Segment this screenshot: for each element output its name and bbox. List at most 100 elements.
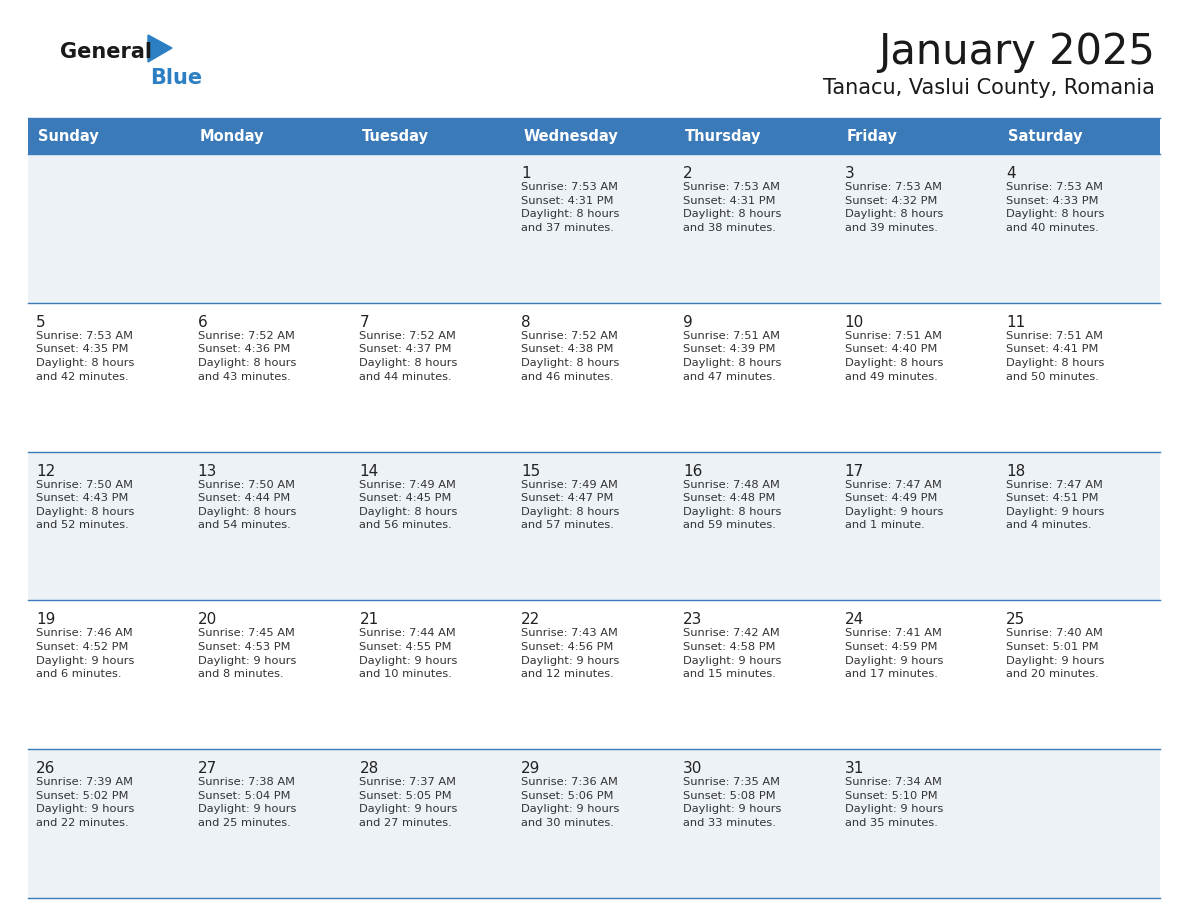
Bar bbox=[675, 600, 836, 749]
Text: Sunrise: 7:42 AM
Sunset: 4:58 PM
Daylight: 9 hours
and 15 minutes.: Sunrise: 7:42 AM Sunset: 4:58 PM Dayligh… bbox=[683, 629, 782, 679]
Text: Sunrise: 7:51 AM
Sunset: 4:41 PM
Daylight: 8 hours
and 50 minutes.: Sunrise: 7:51 AM Sunset: 4:41 PM Dayligh… bbox=[1006, 330, 1105, 382]
Text: Sunrise: 7:43 AM
Sunset: 4:56 PM
Daylight: 9 hours
and 12 minutes.: Sunrise: 7:43 AM Sunset: 4:56 PM Dayligh… bbox=[522, 629, 619, 679]
Text: Sunrise: 7:49 AM
Sunset: 4:45 PM
Daylight: 8 hours
and 56 minutes.: Sunrise: 7:49 AM Sunset: 4:45 PM Dayligh… bbox=[360, 479, 457, 531]
Text: 23: 23 bbox=[683, 612, 702, 627]
Bar bbox=[352, 749, 513, 898]
Bar bbox=[836, 303, 998, 452]
Bar bbox=[352, 154, 513, 303]
Text: 11: 11 bbox=[1006, 315, 1025, 330]
Text: Sunrise: 7:52 AM
Sunset: 4:36 PM
Daylight: 8 hours
and 43 minutes.: Sunrise: 7:52 AM Sunset: 4:36 PM Dayligh… bbox=[197, 330, 296, 382]
Bar bbox=[998, 303, 1159, 452]
Text: Tuesday: Tuesday bbox=[361, 129, 429, 143]
Text: 7: 7 bbox=[360, 315, 369, 330]
Bar bbox=[190, 452, 352, 600]
Text: Sunrise: 7:53 AM
Sunset: 4:31 PM
Daylight: 8 hours
and 37 minutes.: Sunrise: 7:53 AM Sunset: 4:31 PM Dayligh… bbox=[522, 182, 619, 233]
Text: 29: 29 bbox=[522, 761, 541, 777]
Bar bbox=[513, 303, 675, 452]
Bar bbox=[513, 118, 675, 154]
Bar bbox=[352, 303, 513, 452]
Text: General: General bbox=[61, 42, 152, 62]
Bar bbox=[29, 154, 190, 303]
Text: 27: 27 bbox=[197, 761, 217, 777]
Text: Sunrise: 7:44 AM
Sunset: 4:55 PM
Daylight: 9 hours
and 10 minutes.: Sunrise: 7:44 AM Sunset: 4:55 PM Dayligh… bbox=[360, 629, 457, 679]
Bar bbox=[29, 118, 190, 154]
Bar bbox=[836, 118, 998, 154]
Text: 8: 8 bbox=[522, 315, 531, 330]
Bar bbox=[998, 118, 1159, 154]
Bar bbox=[352, 118, 513, 154]
Text: 10: 10 bbox=[845, 315, 864, 330]
Bar bbox=[352, 600, 513, 749]
Bar bbox=[998, 600, 1159, 749]
Text: Sunrise: 7:38 AM
Sunset: 5:04 PM
Daylight: 9 hours
and 25 minutes.: Sunrise: 7:38 AM Sunset: 5:04 PM Dayligh… bbox=[197, 778, 296, 828]
Bar bbox=[836, 154, 998, 303]
Text: Sunrise: 7:51 AM
Sunset: 4:39 PM
Daylight: 8 hours
and 47 minutes.: Sunrise: 7:51 AM Sunset: 4:39 PM Dayligh… bbox=[683, 330, 782, 382]
Text: 24: 24 bbox=[845, 612, 864, 627]
Text: 25: 25 bbox=[1006, 612, 1025, 627]
Polygon shape bbox=[148, 35, 172, 62]
Bar bbox=[998, 452, 1159, 600]
Bar bbox=[998, 154, 1159, 303]
Text: 17: 17 bbox=[845, 464, 864, 478]
Text: Sunrise: 7:41 AM
Sunset: 4:59 PM
Daylight: 9 hours
and 17 minutes.: Sunrise: 7:41 AM Sunset: 4:59 PM Dayligh… bbox=[845, 629, 943, 679]
Bar bbox=[513, 600, 675, 749]
Bar bbox=[190, 600, 352, 749]
Bar bbox=[190, 118, 352, 154]
Bar bbox=[190, 749, 352, 898]
Text: Tanacu, Vaslui County, Romania: Tanacu, Vaslui County, Romania bbox=[823, 78, 1155, 98]
Text: Sunrise: 7:53 AM
Sunset: 4:33 PM
Daylight: 8 hours
and 40 minutes.: Sunrise: 7:53 AM Sunset: 4:33 PM Dayligh… bbox=[1006, 182, 1105, 233]
Text: Sunrise: 7:52 AM
Sunset: 4:38 PM
Daylight: 8 hours
and 46 minutes.: Sunrise: 7:52 AM Sunset: 4:38 PM Dayligh… bbox=[522, 330, 619, 382]
Text: 14: 14 bbox=[360, 464, 379, 478]
Bar bbox=[190, 154, 352, 303]
Text: Sunrise: 7:52 AM
Sunset: 4:37 PM
Daylight: 8 hours
and 44 minutes.: Sunrise: 7:52 AM Sunset: 4:37 PM Dayligh… bbox=[360, 330, 457, 382]
Text: 19: 19 bbox=[36, 612, 56, 627]
Text: 2: 2 bbox=[683, 166, 693, 181]
Bar bbox=[675, 154, 836, 303]
Text: 5: 5 bbox=[36, 315, 45, 330]
Text: 26: 26 bbox=[36, 761, 56, 777]
Text: Thursday: Thursday bbox=[684, 129, 762, 143]
Bar bbox=[998, 749, 1159, 898]
Bar bbox=[513, 749, 675, 898]
Text: Friday: Friday bbox=[847, 129, 897, 143]
Bar bbox=[29, 303, 190, 452]
Text: Monday: Monday bbox=[200, 129, 264, 143]
Text: 28: 28 bbox=[360, 761, 379, 777]
Text: 3: 3 bbox=[845, 166, 854, 181]
Bar bbox=[836, 749, 998, 898]
Text: Sunrise: 7:40 AM
Sunset: 5:01 PM
Daylight: 9 hours
and 20 minutes.: Sunrise: 7:40 AM Sunset: 5:01 PM Dayligh… bbox=[1006, 629, 1105, 679]
Text: 1: 1 bbox=[522, 166, 531, 181]
Text: Sunrise: 7:47 AM
Sunset: 4:49 PM
Daylight: 9 hours
and 1 minute.: Sunrise: 7:47 AM Sunset: 4:49 PM Dayligh… bbox=[845, 479, 943, 531]
Text: Sunrise: 7:50 AM
Sunset: 4:44 PM
Daylight: 8 hours
and 54 minutes.: Sunrise: 7:50 AM Sunset: 4:44 PM Dayligh… bbox=[197, 479, 296, 531]
Text: Sunrise: 7:49 AM
Sunset: 4:47 PM
Daylight: 8 hours
and 57 minutes.: Sunrise: 7:49 AM Sunset: 4:47 PM Dayligh… bbox=[522, 479, 619, 531]
Text: 21: 21 bbox=[360, 612, 379, 627]
Text: Sunrise: 7:50 AM
Sunset: 4:43 PM
Daylight: 8 hours
and 52 minutes.: Sunrise: 7:50 AM Sunset: 4:43 PM Dayligh… bbox=[36, 479, 134, 531]
Text: 4: 4 bbox=[1006, 166, 1016, 181]
Bar bbox=[836, 600, 998, 749]
Bar bbox=[513, 154, 675, 303]
Bar bbox=[675, 118, 836, 154]
Text: 15: 15 bbox=[522, 464, 541, 478]
Bar bbox=[29, 452, 190, 600]
Bar bbox=[675, 303, 836, 452]
Text: Blue: Blue bbox=[150, 68, 202, 88]
Bar bbox=[836, 452, 998, 600]
Text: 9: 9 bbox=[683, 315, 693, 330]
Text: Saturday: Saturday bbox=[1009, 129, 1082, 143]
Text: 22: 22 bbox=[522, 612, 541, 627]
Bar bbox=[29, 749, 190, 898]
Text: Sunrise: 7:36 AM
Sunset: 5:06 PM
Daylight: 9 hours
and 30 minutes.: Sunrise: 7:36 AM Sunset: 5:06 PM Dayligh… bbox=[522, 778, 619, 828]
Text: Sunrise: 7:51 AM
Sunset: 4:40 PM
Daylight: 8 hours
and 49 minutes.: Sunrise: 7:51 AM Sunset: 4:40 PM Dayligh… bbox=[845, 330, 943, 382]
Text: Sunrise: 7:53 AM
Sunset: 4:31 PM
Daylight: 8 hours
and 38 minutes.: Sunrise: 7:53 AM Sunset: 4:31 PM Dayligh… bbox=[683, 182, 782, 233]
Text: 6: 6 bbox=[197, 315, 208, 330]
Text: 30: 30 bbox=[683, 761, 702, 777]
Text: Sunday: Sunday bbox=[38, 129, 99, 143]
Text: Sunrise: 7:48 AM
Sunset: 4:48 PM
Daylight: 8 hours
and 59 minutes.: Sunrise: 7:48 AM Sunset: 4:48 PM Dayligh… bbox=[683, 479, 782, 531]
Text: Sunrise: 7:53 AM
Sunset: 4:35 PM
Daylight: 8 hours
and 42 minutes.: Sunrise: 7:53 AM Sunset: 4:35 PM Dayligh… bbox=[36, 330, 134, 382]
Text: Sunrise: 7:47 AM
Sunset: 4:51 PM
Daylight: 9 hours
and 4 minutes.: Sunrise: 7:47 AM Sunset: 4:51 PM Dayligh… bbox=[1006, 479, 1105, 531]
Text: 18: 18 bbox=[1006, 464, 1025, 478]
Text: 20: 20 bbox=[197, 612, 217, 627]
Text: Sunrise: 7:45 AM
Sunset: 4:53 PM
Daylight: 9 hours
and 8 minutes.: Sunrise: 7:45 AM Sunset: 4:53 PM Dayligh… bbox=[197, 629, 296, 679]
Text: Sunrise: 7:37 AM
Sunset: 5:05 PM
Daylight: 9 hours
and 27 minutes.: Sunrise: 7:37 AM Sunset: 5:05 PM Dayligh… bbox=[360, 778, 457, 828]
Text: 13: 13 bbox=[197, 464, 217, 478]
